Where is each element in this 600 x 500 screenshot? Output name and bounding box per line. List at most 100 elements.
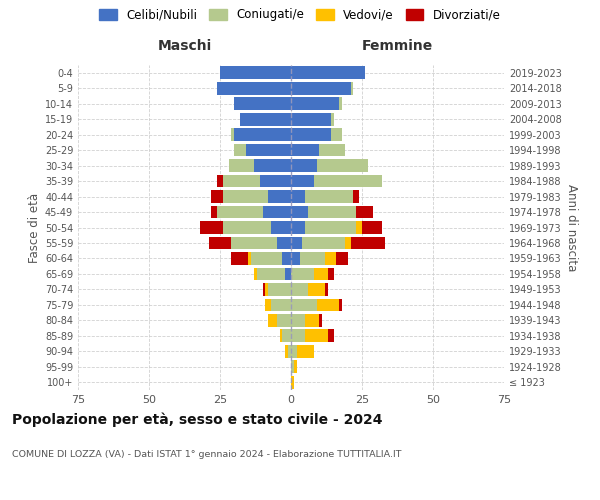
Text: Popolazione per età, sesso e stato civile - 2024: Popolazione per età, sesso e stato civil…	[12, 412, 383, 427]
Bar	[356, 221, 362, 234]
Bar	[339, 298, 342, 311]
Bar	[291, 330, 305, 342]
Bar	[325, 283, 328, 296]
Bar	[217, 82, 291, 94]
Bar	[220, 66, 291, 79]
Bar	[294, 360, 296, 373]
Bar	[211, 190, 223, 203]
Bar	[291, 236, 302, 250]
Bar	[223, 221, 271, 234]
Bar	[331, 113, 334, 126]
Bar	[356, 206, 373, 218]
Bar	[291, 206, 308, 218]
Bar	[254, 268, 257, 280]
Bar	[283, 330, 291, 342]
Bar	[271, 298, 291, 311]
Bar	[299, 252, 325, 265]
Bar	[291, 283, 308, 296]
Bar	[291, 221, 305, 234]
Bar	[251, 252, 283, 265]
Bar	[263, 206, 291, 218]
Bar	[296, 345, 314, 358]
Bar	[232, 128, 234, 141]
Bar	[288, 345, 291, 358]
Bar	[286, 268, 291, 280]
Bar	[200, 221, 223, 234]
Bar	[286, 345, 288, 358]
Bar	[362, 221, 382, 234]
Bar	[291, 190, 305, 203]
Bar	[350, 236, 385, 250]
Text: Femmine: Femmine	[362, 38, 433, 52]
Bar	[291, 252, 299, 265]
Bar	[283, 252, 291, 265]
Bar	[232, 236, 277, 250]
Bar	[277, 314, 291, 326]
Bar	[291, 314, 305, 326]
Text: COMUNE DI LOZZA (VA) - Dati ISTAT 1° gennaio 2024 - Elaborazione TUTTITALIA.IT: COMUNE DI LOZZA (VA) - Dati ISTAT 1° gen…	[12, 450, 401, 459]
Bar	[260, 174, 291, 188]
Bar	[291, 66, 365, 79]
Bar	[317, 159, 368, 172]
Bar	[280, 330, 283, 342]
Bar	[263, 283, 265, 296]
Bar	[234, 144, 245, 156]
Bar	[229, 159, 254, 172]
Bar	[223, 190, 268, 203]
Bar	[291, 159, 317, 172]
Bar	[305, 314, 319, 326]
Bar	[209, 236, 232, 250]
Bar	[317, 298, 339, 311]
Bar	[232, 252, 248, 265]
Bar	[291, 82, 350, 94]
Bar	[305, 190, 353, 203]
Bar	[217, 206, 263, 218]
Bar	[217, 174, 223, 188]
Bar	[291, 174, 314, 188]
Bar	[240, 113, 291, 126]
Bar	[291, 144, 319, 156]
Bar	[223, 174, 260, 188]
Bar	[339, 98, 342, 110]
Bar	[308, 283, 325, 296]
Bar	[268, 283, 291, 296]
Bar	[350, 82, 353, 94]
Bar	[257, 268, 286, 280]
Bar	[345, 236, 350, 250]
Bar	[328, 330, 334, 342]
Bar	[291, 345, 296, 358]
Bar	[234, 98, 291, 110]
Bar	[291, 376, 294, 388]
Bar	[265, 298, 271, 311]
Bar	[325, 252, 337, 265]
Bar	[271, 221, 291, 234]
Bar	[291, 360, 294, 373]
Bar	[268, 314, 277, 326]
Bar	[331, 128, 342, 141]
Bar	[254, 159, 291, 172]
Bar	[291, 98, 339, 110]
Text: Maschi: Maschi	[157, 38, 212, 52]
Bar	[277, 236, 291, 250]
Bar	[265, 283, 268, 296]
Bar	[291, 128, 331, 141]
Bar	[305, 221, 356, 234]
Y-axis label: Fasce di età: Fasce di età	[28, 192, 41, 262]
Y-axis label: Anni di nascita: Anni di nascita	[565, 184, 578, 271]
Bar	[314, 174, 382, 188]
Bar	[319, 144, 345, 156]
Bar	[337, 252, 348, 265]
Legend: Celibi/Nubili, Coniugati/e, Vedovi/e, Divorziati/e: Celibi/Nubili, Coniugati/e, Vedovi/e, Di…	[99, 8, 501, 22]
Bar	[353, 190, 359, 203]
Bar	[291, 113, 331, 126]
Bar	[268, 190, 291, 203]
Bar	[314, 268, 328, 280]
Bar	[245, 144, 291, 156]
Bar	[248, 252, 251, 265]
Bar	[291, 298, 317, 311]
Bar	[291, 268, 314, 280]
Bar	[211, 206, 217, 218]
Bar	[234, 128, 291, 141]
Bar	[328, 268, 334, 280]
Bar	[302, 236, 345, 250]
